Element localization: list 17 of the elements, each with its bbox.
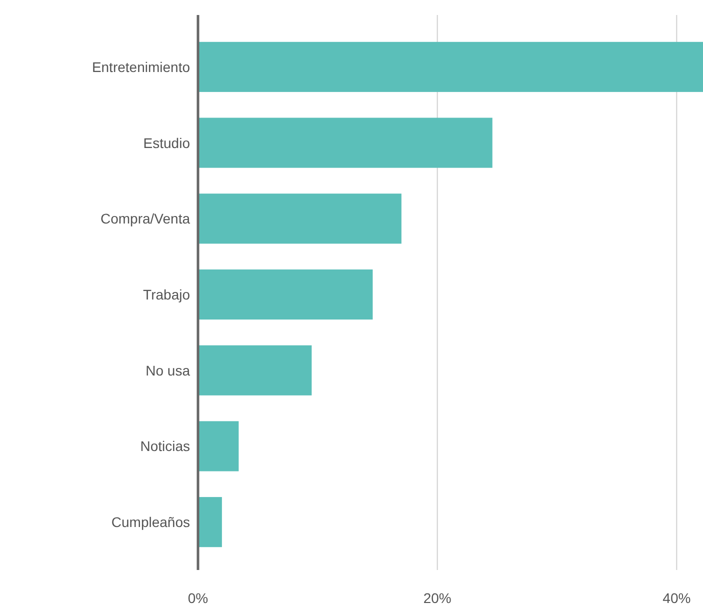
y-tick-label: No usa — [146, 362, 190, 378]
y-tick-label: Compra/Venta — [100, 210, 190, 227]
y-tick-label: Trabajo — [143, 286, 190, 302]
bar — [198, 345, 312, 396]
y-tick-label: Noticias — [140, 438, 190, 454]
bar — [198, 42, 703, 92]
y-tick-label: Entretenimiento — [92, 58, 190, 75]
bar — [198, 118, 492, 168]
bar — [198, 194, 402, 244]
bar — [198, 497, 222, 548]
y-tick-label: Cumpleaños — [111, 514, 190, 530]
x-tick-label: 0% — [188, 590, 208, 606]
x-tick-label: 20% — [423, 590, 452, 606]
x-tick-label: 40% — [662, 590, 691, 606]
bar — [198, 421, 239, 472]
y-tick-label: Estudio — [143, 134, 190, 151]
bar — [198, 269, 373, 320]
